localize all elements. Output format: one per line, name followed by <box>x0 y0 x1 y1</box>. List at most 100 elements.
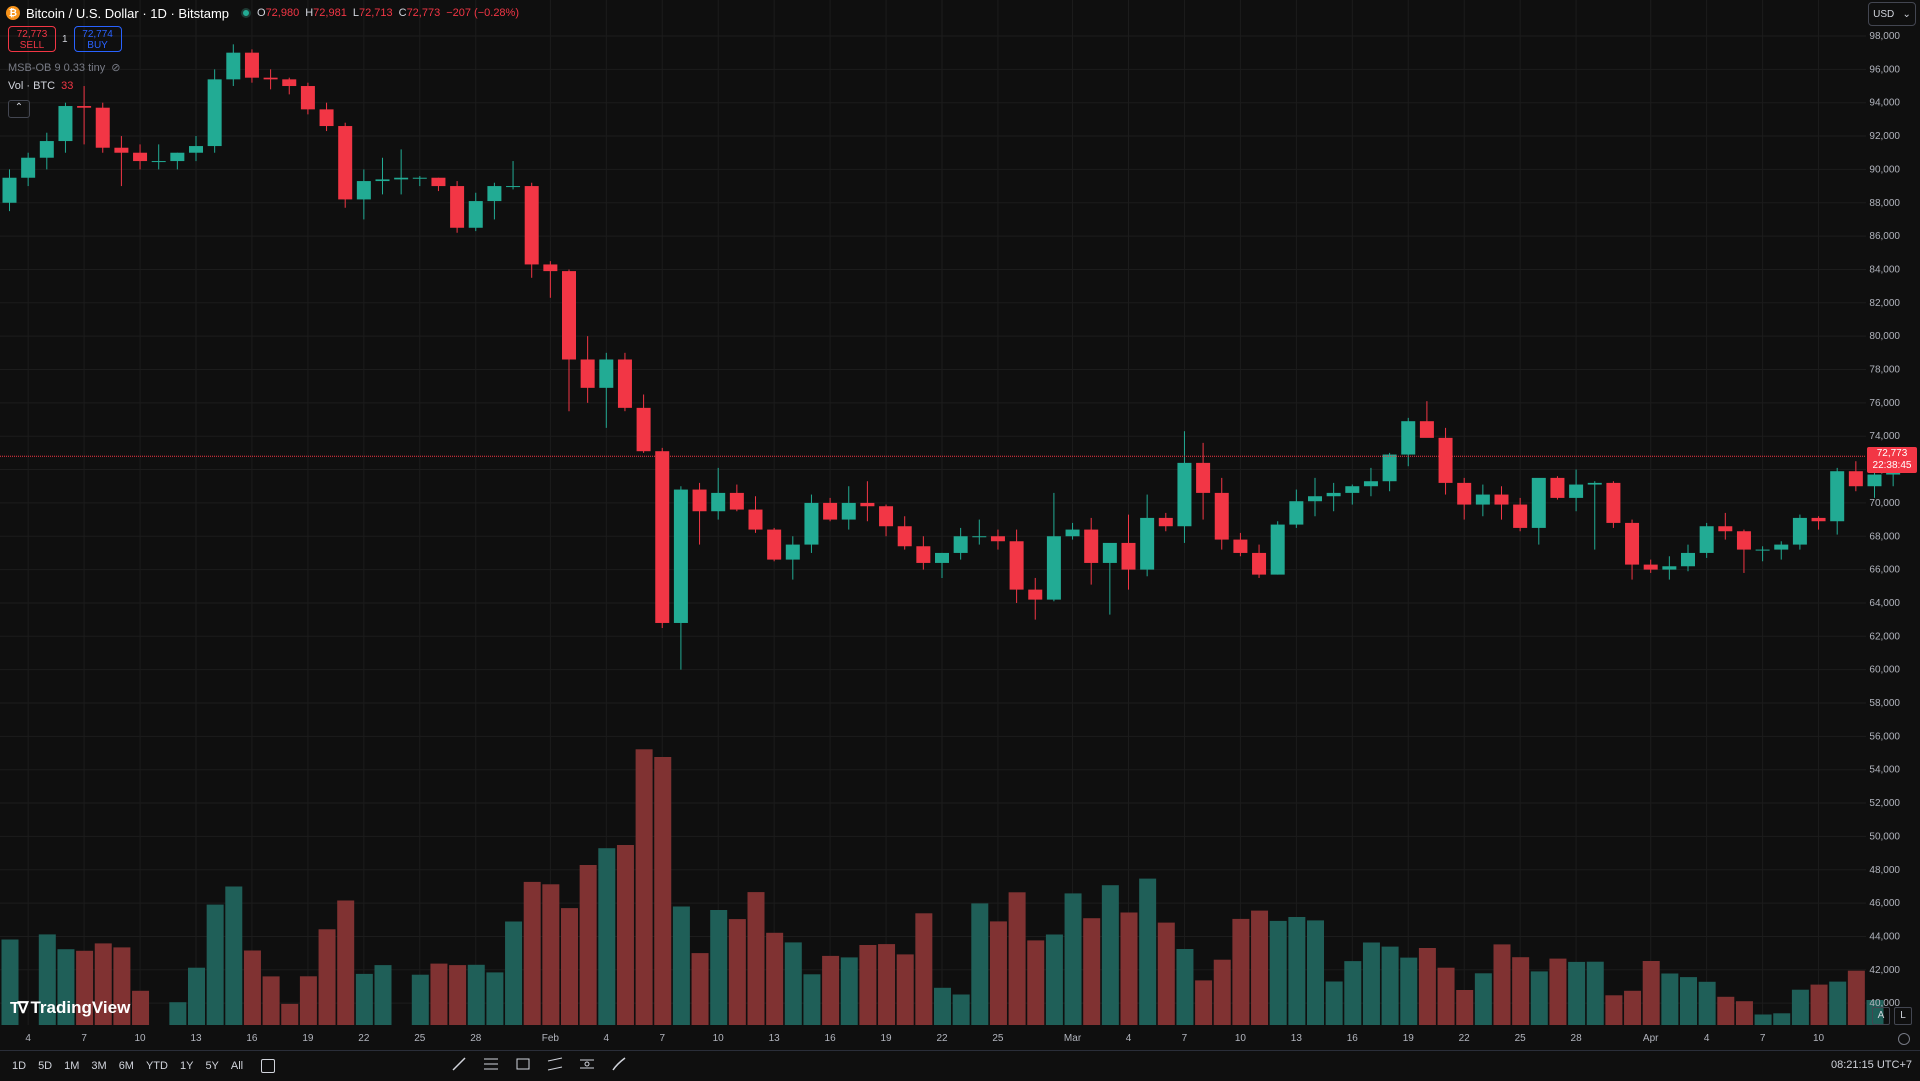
tf-5y[interactable]: 5Y <box>205 1060 219 1072</box>
buy-button[interactable]: 72,774 BUY <box>73 26 122 52</box>
volume-bar <box>710 910 728 1025</box>
brush-icon[interactable] <box>610 1055 628 1073</box>
candle-body <box>244 52 259 78</box>
candle-body <box>1196 462 1211 493</box>
candle-body <box>1513 504 1528 528</box>
volume-bar <box>1624 990 1642 1025</box>
clock[interactable]: 08:21:15 UTC+7 <box>1830 1059 1912 1071</box>
candle-body <box>935 552 949 563</box>
volume-bar <box>1586 961 1604 1025</box>
position-tool-icon[interactable] <box>578 1055 596 1073</box>
high-value: 72,981 <box>313 7 347 19</box>
msb-indicator[interactable]: MSB-OB 9 0.33 tiny ⊘ <box>8 61 121 75</box>
price-tick-label: 44,000 <box>1869 931 1900 942</box>
auto-scale-button[interactable]: A <box>1872 1007 1890 1025</box>
candle-body <box>1569 484 1584 498</box>
fib-retracement-icon[interactable] <box>482 1055 500 1073</box>
candle-body <box>21 157 36 178</box>
candle-body <box>1046 536 1061 600</box>
tf-5d[interactable]: 5D <box>38 1060 53 1072</box>
collapse-legend-button[interactable]: ⌃ <box>8 100 30 118</box>
volume-bar <box>1418 948 1436 1025</box>
volume-bar <box>1 939 19 1025</box>
candle-body <box>1252 552 1267 575</box>
tf-6m[interactable]: 6M <box>118 1060 134 1072</box>
candle-body <box>282 79 297 87</box>
hidden-eye-icon[interactable]: ⊘ <box>111 62 121 74</box>
volume-bar <box>598 848 616 1025</box>
time-tick-label: 13 <box>190 1033 202 1044</box>
volume-bar <box>449 965 467 1025</box>
price-tick-label: 92,000 <box>1869 131 1900 142</box>
volume-bar <box>672 906 690 1025</box>
volume-bar <box>94 943 112 1025</box>
volume-bar <box>318 929 336 1025</box>
time-axis[interactable]: 4 7 10 13 16 19 22 25 28 Feb 4 7 10 13 16 19 22 25 Mar 4 7 10… <box>25 1033 1824 1044</box>
price-tick-label: 88,000 <box>1869 198 1900 209</box>
price-tick-label: 48,000 <box>1869 865 1900 876</box>
sell-button[interactable]: 72,773 SELL <box>8 26 56 52</box>
time-tick-label: 4 <box>25 1033 31 1044</box>
volume-bar <box>1269 920 1287 1025</box>
tf-ytd[interactable]: YTD <box>145 1060 168 1072</box>
volume-indicator-value: 33 <box>61 80 74 92</box>
time-tick-label: 10 <box>134 1033 146 1044</box>
tf-1m[interactable]: 1M <box>64 1060 80 1072</box>
trend-line-icon[interactable] <box>450 1055 468 1073</box>
volume-bar <box>411 974 429 1025</box>
volume-bar <box>132 990 150 1025</box>
currency-select[interactable]: USD ⌄ <box>1868 2 1916 26</box>
price-tick-label: 66,000 <box>1869 565 1900 576</box>
volume-bar <box>1381 946 1399 1025</box>
price-tick-label: 78,000 <box>1869 365 1900 376</box>
volume-bar <box>281 1003 299 1025</box>
volume-bar <box>654 757 672 1025</box>
volume-indicator[interactable]: Vol · BTC 33 <box>8 80 73 92</box>
volume-bar <box>355 973 373 1025</box>
time-tick-label: 7 <box>81 1033 87 1044</box>
channel-icon[interactable] <box>546 1055 564 1073</box>
candle-body <box>543 264 558 272</box>
candle-body <box>338 126 353 200</box>
bitcoin-icon[interactable]: ₿ <box>6 6 20 20</box>
tf-1d[interactable]: 1D <box>12 1060 27 1072</box>
symbol-title[interactable]: Bitcoin / U.S. Dollar · 1D · Bitstamp <box>26 5 229 21</box>
price-chart[interactable]: 98,000 96,000 94,000 92,000 90,000 88,000 86,0… <box>0 0 1920 1050</box>
volume-bar <box>505 921 523 1025</box>
bottom-toolbar: 1D 5D 1M 3M 6M YTD 1Y 5Y All 08:21:15 UT… <box>0 1050 1920 1081</box>
tf-1y[interactable]: 1Y <box>179 1060 194 1072</box>
volume-bar <box>1698 981 1716 1025</box>
rectangle-icon[interactable] <box>514 1055 532 1073</box>
candle-body <box>1587 482 1602 485</box>
candle-body <box>972 536 987 538</box>
tf-3m[interactable]: 3M <box>91 1060 107 1072</box>
tradingview-logo[interactable]: T∇ TradingView <box>10 998 130 1018</box>
open-value: 72,980 <box>265 7 300 19</box>
buy-label: BUY <box>87 40 108 51</box>
chart-settings-icon[interactable] <box>1898 1033 1910 1045</box>
candle-body <box>356 181 371 200</box>
candle-body <box>114 147 129 153</box>
volume-bar <box>1083 918 1101 1025</box>
change-value: −207 (−0.28%) <box>446 7 519 19</box>
price-tick-label: 58,000 <box>1869 698 1900 709</box>
candle-body <box>394 177 409 180</box>
ohlc-values: O72,980 H72,981 L72,713 C72,773 −207 (−0… <box>257 7 519 19</box>
calendar-icon[interactable] <box>261 1059 276 1073</box>
log-scale-button[interactable]: L <box>1894 1007 1912 1025</box>
candle-body <box>636 407 651 452</box>
tradingview-logo-icon: T∇ <box>10 1000 29 1017</box>
low-value: 72,713 <box>358 7 393 19</box>
time-tick-label: Apr <box>1643 1033 1659 1044</box>
candle-body <box>1475 494 1490 505</box>
market-status-icon[interactable] <box>241 8 251 18</box>
sell-label: SELL <box>19 40 45 51</box>
scale-buttons: A L <box>1872 1007 1912 1025</box>
candle-body <box>1140 517 1155 570</box>
volume-bar <box>76 950 94 1025</box>
volume-bar <box>616 845 634 1025</box>
price-axis[interactable]: 98,000 96,000 94,000 92,000 90,000 88,000 86,0… <box>1869 31 1900 1009</box>
volume-bar <box>859 945 877 1025</box>
price-tick-label: 98,000 <box>1869 31 1900 42</box>
tf-all[interactable]: All <box>230 1060 244 1072</box>
